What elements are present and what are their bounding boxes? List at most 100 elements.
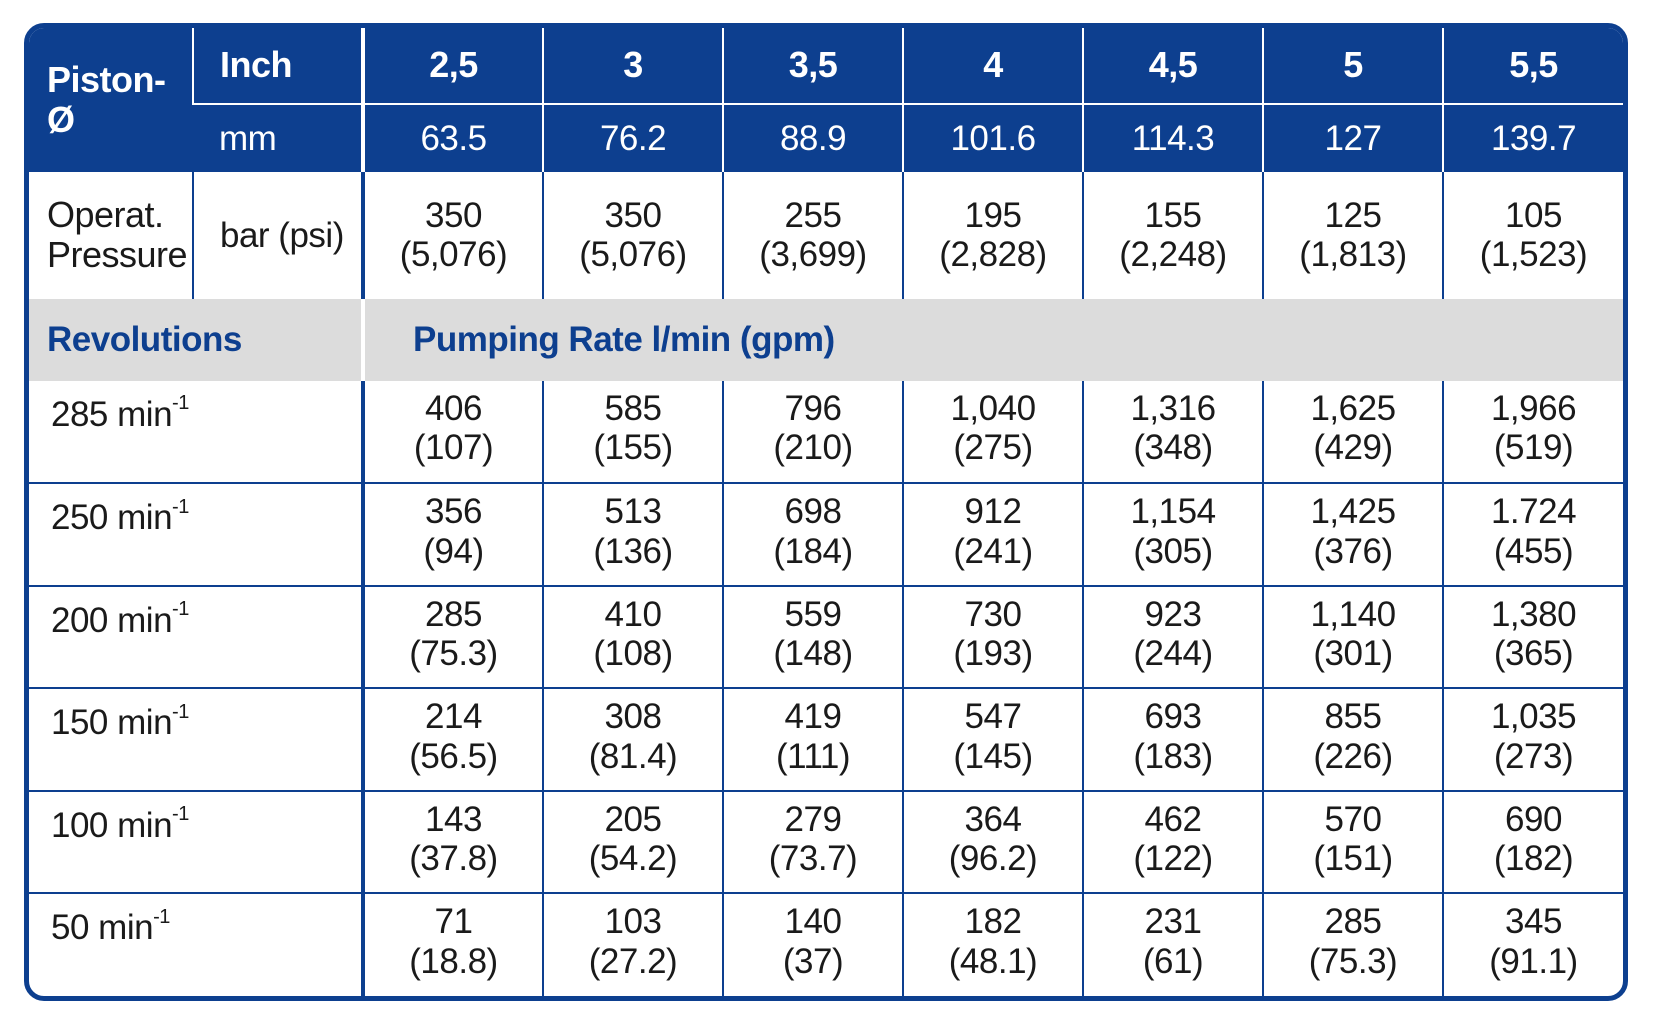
revolution-speed-label: 285 min-1 (29, 380, 365, 485)
pumping-rate-gpm: (455) (1493, 531, 1574, 571)
header-row-mm: mm 63.5 76.2 88.9 101.6 114.3 127 139.7 (29, 104, 1623, 172)
pumping-rate-cell: 690 (182) (1442, 790, 1623, 895)
pumping-rate-gpm: (348) (1133, 428, 1213, 468)
pumping-rate-gpm: (108) (593, 634, 673, 674)
pressure-unit-label: bar (psi) (192, 171, 365, 299)
revolution-speed-value: 200 (51, 600, 108, 640)
pumping-rate-table: Piston-Ø Inch 2,5 3 3,5 4 4,5 5 5,5 mm 6… (24, 23, 1628, 1001)
inch-value: 5,5 (1442, 28, 1623, 106)
pumping-rate-lpm: 698 (784, 492, 842, 532)
inch-value: 4,5 (1082, 28, 1263, 106)
pumping-rate-cell: 855 (226) (1262, 688, 1443, 792)
mm-value: 127 (1262, 104, 1443, 172)
revolution-speed-exponent: -1 (172, 700, 189, 723)
pumping-rate-gpm: (226) (1313, 736, 1393, 776)
pumping-rate-gpm: (275) (953, 428, 1033, 468)
pressure-psi-value: (2,828) (939, 235, 1047, 275)
inch-value: 2,5 (362, 28, 543, 106)
pumping-rate-lpm: 1.724 (1490, 492, 1577, 532)
pumping-rate-lpm: 285 (1324, 902, 1382, 942)
pumping-rate-gpm: (81.4) (588, 736, 678, 776)
pumping-rate-lpm: 570 (1324, 799, 1382, 839)
revolution-row: 50 min-1 71 (18.8) 103 (27.2) 140 (37) 182 (48.1… (29, 893, 1623, 996)
pressure-psi-value: (5,076) (579, 235, 687, 275)
pumping-rate-gpm: (376) (1313, 531, 1393, 571)
pumping-rate-cell: 410 (108) (542, 585, 723, 690)
pumping-rate-lpm: 356 (425, 492, 482, 532)
pumping-rate-lpm: 513 (604, 492, 662, 532)
mm-unit-label: mm (193, 104, 365, 172)
pumping-rate-gpm: (183) (1133, 736, 1213, 776)
pumping-rate-cell: 419 (111) (722, 688, 903, 792)
revolution-speed-label: 200 min-1 (29, 585, 365, 690)
pumping-rate-lpm: 406 (425, 388, 482, 428)
pumping-rate-cell: 1,380 (365) (1442, 585, 1623, 690)
pumping-rate-cell: 796 (210) (722, 380, 903, 485)
mm-value: 76.2 (542, 104, 723, 172)
mm-value: 139.7 (1442, 104, 1623, 172)
pumping-rate-gpm: (91.1) (1489, 941, 1578, 981)
pumping-rate-lpm: 182 (964, 902, 1022, 942)
pumping-rate-cell: 285 (75.3) (1262, 893, 1443, 996)
pumping-rate-lpm: 143 (425, 799, 482, 839)
pumping-rate-cell: 1,035 (273) (1442, 688, 1623, 792)
pumping-rate-lpm: 462 (1144, 799, 1202, 839)
pressure-psi-value: (5,076) (399, 235, 508, 275)
pumping-rate-cell: 140 (37) (722, 893, 903, 996)
pumping-rate-cell: 356 (94) (362, 483, 543, 587)
pumping-rate-cell: 698 (184) (722, 483, 903, 587)
revolution-row: 100 min-1 143 (37.8) 205 (54.2) 279 (73.7) 364(… (29, 790, 1623, 895)
revolution-speed-unit: min (117, 498, 173, 538)
pumping-rate-cell: 730 (193) (902, 585, 1083, 690)
pumping-rate-gpm: (107) (413, 428, 494, 468)
revolution-row: 200 min-1 285 (75.3) 410 (108) 559 (148) 730 (19… (29, 585, 1623, 690)
revolution-speed-value: 285 (51, 394, 108, 434)
revolution-speed-unit: min (117, 394, 173, 434)
pumping-rate-gpm: (305) (1133, 531, 1213, 571)
pumping-rate-lpm: 285 (425, 594, 482, 634)
pumping-rate-gpm: (273) (1493, 736, 1574, 776)
pumping-rate-cell: 103 (27.2) (542, 893, 723, 996)
pumping-rate-lpm: 1,380 (1490, 594, 1577, 634)
pumping-rate-lpm: 410 (604, 594, 662, 634)
pumping-rate-cell: 214 (56.5) (362, 688, 543, 792)
pressure-value-cell: 125 (1,813) (1262, 171, 1443, 299)
pumping-rate-gpm: (182) (1493, 839, 1574, 879)
pumping-rate-lpm: 1,154 (1130, 492, 1216, 532)
pumping-rate-cell: 1,154 (305) (1082, 483, 1263, 587)
pumping-rate-lpm: 1,040 (950, 388, 1036, 428)
header-row-inch: Piston-Ø Inch 2,5 3 3,5 4 4,5 5 5,5 (29, 28, 1623, 172)
pressure-value-cell: 155 (2,248) (1082, 171, 1263, 299)
pumping-rate-lpm: 308 (604, 697, 662, 737)
pumping-rate-gpm: (73.7) (768, 839, 858, 879)
revolutions-label: Revolutions (29, 298, 365, 381)
pumping-rate-cell: 585 (155) (542, 380, 723, 485)
pumping-rate-cell: 143 (37.8) (362, 790, 543, 895)
pumping-rate-lpm: 796 (784, 388, 842, 428)
pressure-psi-value: (1,813) (1299, 235, 1407, 275)
revolution-row: 285 min-1 406 (107) 585 (155) 796 (210) 1,040 (2… (29, 380, 1623, 485)
pumping-rate-gpm: (94) (423, 531, 484, 571)
revolution-speed-exponent: -1 (172, 495, 189, 518)
pumping-rate-cell: 693 (183) (1082, 688, 1263, 792)
pumping-rate-gpm: (241) (953, 531, 1033, 571)
mm-value: 114.3 (1082, 104, 1263, 172)
pumping-rate-cell: 406 (107) (362, 380, 543, 485)
pumping-rate-cell: 559 (148) (722, 585, 903, 690)
pumping-rate-cell: 547 (145) (902, 688, 1083, 792)
inch-unit-label: Inch (192, 28, 365, 106)
pressure-bar-value: 195 (964, 195, 1022, 235)
pumping-rate-gpm: (61) (1142, 941, 1204, 981)
pumping-rate-gpm: (48.1) (948, 941, 1038, 981)
operating-pressure-label: Operat. Pressure (29, 172, 193, 299)
pumping-rate-gpm: (56.5) (409, 736, 498, 776)
pumping-rate-lpm: 140 (784, 902, 842, 942)
pumping-rate-cell: 345 (91.1) (1442, 893, 1623, 996)
revolution-speed-exponent: -1 (172, 392, 189, 415)
inch-value: 3,5 (722, 28, 903, 106)
pressure-bar-value: 125 (1324, 195, 1382, 235)
pumping-rate-gpm: (18.8) (409, 941, 498, 981)
pumping-rate-gpm: (429) (1313, 428, 1393, 468)
revolution-speed-exponent: -1 (172, 598, 189, 621)
pumping-rate-lpm: 103 (604, 902, 662, 942)
